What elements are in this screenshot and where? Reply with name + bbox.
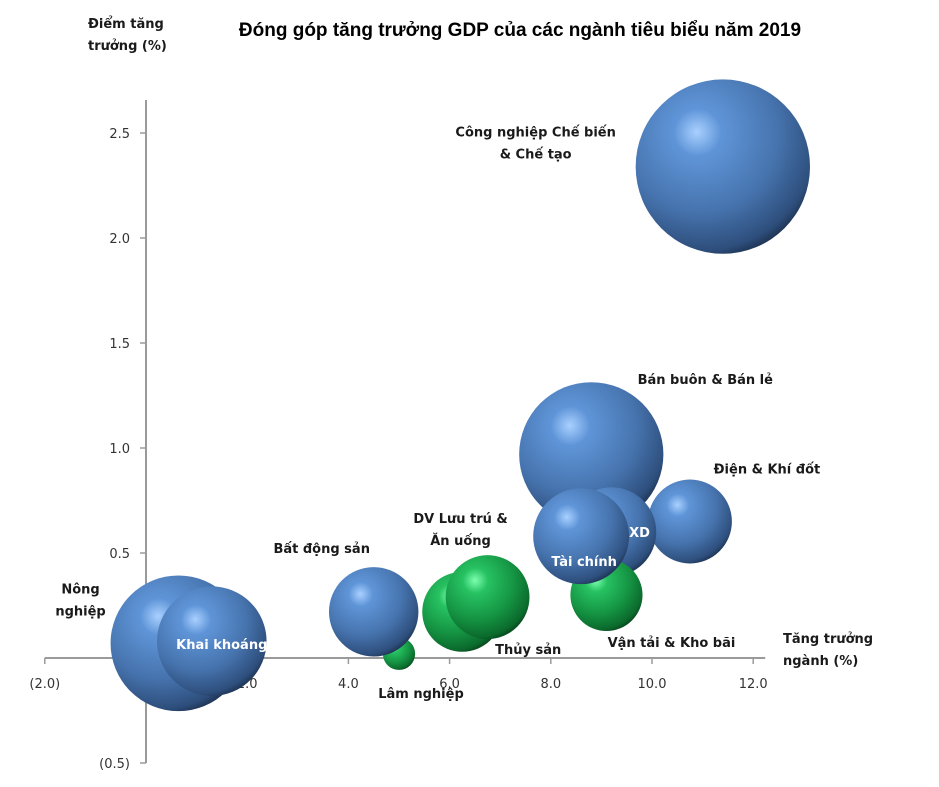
axes: (2.0)-2.04.06.08.010.012.0(0.5)-0.51.01.… [29, 100, 768, 772]
bubble-label-line: Vận tải & Kho bãi [608, 636, 736, 651]
x-tick-label: 12.0 [739, 677, 768, 692]
bubble-label-line: XD [629, 526, 650, 541]
bubble-cong-nghiep-che-bien-che-tao [635, 79, 811, 254]
bubble-dv-luu-tru-an-uong [445, 555, 530, 640]
y-axis-title-line-2: trưởng (%) [88, 39, 167, 54]
bubble-label-khai-khoang: Khai khoáng [176, 638, 267, 653]
bubbles [110, 79, 811, 712]
y-axis-title-line-1: Điểm tăng [88, 16, 164, 32]
x-tick-label: 6.0 [439, 677, 460, 692]
y-axis-title: Điểm tăng trưởng (%) [88, 16, 167, 54]
bubble-label-line: Điện & Khí đốt [714, 463, 821, 478]
bubble-label-cong-nghiep-che-bien-che-tao: Công nghiệp Chế biến & Chế tạo [455, 126, 615, 163]
x-axis-title-line-1: Tăng trưởng [783, 632, 873, 647]
y-tick-label: (0.5) [99, 757, 130, 772]
x-axis-title-line-2: ngành (%) [783, 654, 858, 669]
bubble-label-line: & Chế tạo [500, 148, 572, 163]
bubble-label-line: Tài chính [551, 555, 617, 570]
bubble-label-thuy-san: Thủy sản [495, 643, 561, 658]
y-tick-label: 1.5 [109, 337, 130, 352]
bubble-khai-khoang [157, 586, 267, 696]
bubble-label-xd: XD [629, 526, 650, 541]
bubble-label-bat-dong-san: Bất động sản [273, 542, 370, 557]
bubble-label-line: Bất động sản [273, 542, 370, 557]
x-axis-title: Tăng trưởng ngành (%) [783, 632, 873, 669]
chart-title: Đóng góp tăng trưởng GDP của các ngành t… [239, 20, 801, 41]
x-tick-label: (2.0) [29, 677, 60, 692]
bubble-label-line: DV Lưu trú & [413, 512, 507, 527]
bubble-tai-chinh [533, 488, 630, 585]
bubble-label-dien-khi-dot: Điện & Khí đốt [714, 463, 821, 478]
x-tick-label: 4.0 [338, 677, 359, 692]
x-tick-label: 10.0 [638, 677, 667, 692]
bubble-labels: Nông nghiệp Khai khoáng Lâm nghiệp Bất động … [55, 126, 820, 702]
bubble-label-line: Nông [61, 582, 99, 597]
bubble-label-line: Thủy sản [495, 643, 561, 658]
x-tick-label: 8.0 [540, 677, 561, 692]
bubble-label-tai-chinh: Tài chính [551, 555, 617, 570]
bubble-label-line: Khai khoáng [176, 638, 267, 653]
bubble-dien-khi-dot [647, 479, 732, 564]
bubble-label-line: Lâm nghiệp [378, 687, 464, 702]
bubble-label-line: Bán buôn & Bán lẻ [638, 373, 774, 388]
bubble-label-nong-nghiep: Nông nghiệp [55, 582, 105, 619]
bubble-label-line: nghiệp [55, 604, 105, 619]
bubble-bat-dong-san [328, 567, 419, 657]
y-tick-label: 2.5 [109, 127, 130, 142]
bubble-label-lam-nghiep: Lâm nghiệp [378, 687, 464, 702]
bubble-label-line: Công nghiệp Chế biến [455, 126, 615, 141]
y-tick-label: 0.5 [109, 547, 130, 562]
bubble-label-line: Ăn uống [430, 533, 491, 549]
bubble-label-dv-luu-tru-an-uong: DV Lưu trú & Ăn uống [413, 512, 507, 549]
bubble-label-ban-buon-ban-le: Bán buôn & Bán lẻ [638, 373, 774, 388]
y-tick-label: 2.0 [109, 232, 130, 247]
bubble-label-van-tai-kho-bai: Vận tải & Kho bãi [608, 636, 736, 651]
y-tick-label: 1.0 [109, 442, 130, 457]
